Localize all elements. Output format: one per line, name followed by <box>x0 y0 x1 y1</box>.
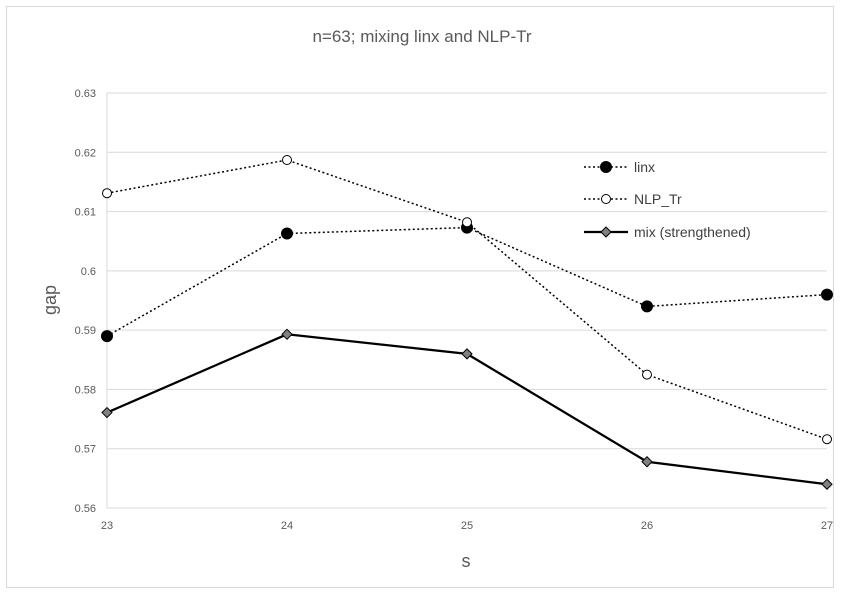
data-point <box>102 188 112 199</box>
data-point <box>642 369 652 380</box>
series-line <box>106 159 828 440</box>
y-tick-label: 0.56 <box>75 503 96 515</box>
series-3 <box>101 328 833 490</box>
legend-swatch-marker <box>601 194 611 204</box>
x-axis-label: s <box>462 551 471 571</box>
y-tick-label: 0.61 <box>75 207 96 219</box>
series-2 <box>102 154 832 445</box>
y-tick-label: 0.6 <box>81 266 96 278</box>
y-tick-label: 0.62 <box>75 147 96 159</box>
y-tick-label: 0.58 <box>75 384 96 396</box>
series-1 <box>101 221 833 343</box>
data-point <box>821 478 833 490</box>
data-point <box>821 288 833 301</box>
data-point <box>461 348 473 360</box>
data-point <box>281 328 293 340</box>
legend-swatch-marker <box>600 161 612 173</box>
legend-item: NLP_Tr <box>584 191 682 207</box>
legend-swatch-marker <box>600 226 612 238</box>
series-line <box>106 226 828 337</box>
gridlines <box>106 92 827 509</box>
x-tick-label: 24 <box>281 520 293 532</box>
y-tick-label: 0.63 <box>75 88 96 100</box>
legend-label: mix (strengthened) <box>634 224 751 240</box>
y-axis-ticks: 0.56 0.57 0.58 0.59 0.6 0.61 0.62 0.63 <box>75 88 96 515</box>
x-tick-label: 27 <box>821 520 833 532</box>
x-axis-ticks: 23 24 25 26 27 <box>101 520 833 532</box>
legend-label: NLP_Tr <box>634 191 682 207</box>
x-tick-label: 26 <box>641 520 653 532</box>
x-tick-label: 25 <box>461 520 473 532</box>
chart-title: n=63; mixing linx and NLP-Tr <box>312 27 531 46</box>
y-tick-label: 0.57 <box>75 444 96 456</box>
data-point <box>462 217 472 228</box>
data-point <box>822 434 832 445</box>
legend-label: linx <box>634 159 655 175</box>
data-point <box>641 456 653 468</box>
legend-item: linx <box>584 159 655 175</box>
legend-item: mix (strengthened) <box>584 224 751 240</box>
chart-frame <box>6 6 834 588</box>
data-point <box>641 300 653 313</box>
series-group <box>101 154 833 490</box>
y-tick-label: 0.59 <box>75 325 96 337</box>
x-tick-label: 23 <box>101 520 113 532</box>
data-point <box>101 406 113 419</box>
data-point <box>281 227 293 240</box>
y-axis-label: gap <box>40 285 60 315</box>
data-point <box>282 154 292 165</box>
data-point <box>101 330 113 343</box>
